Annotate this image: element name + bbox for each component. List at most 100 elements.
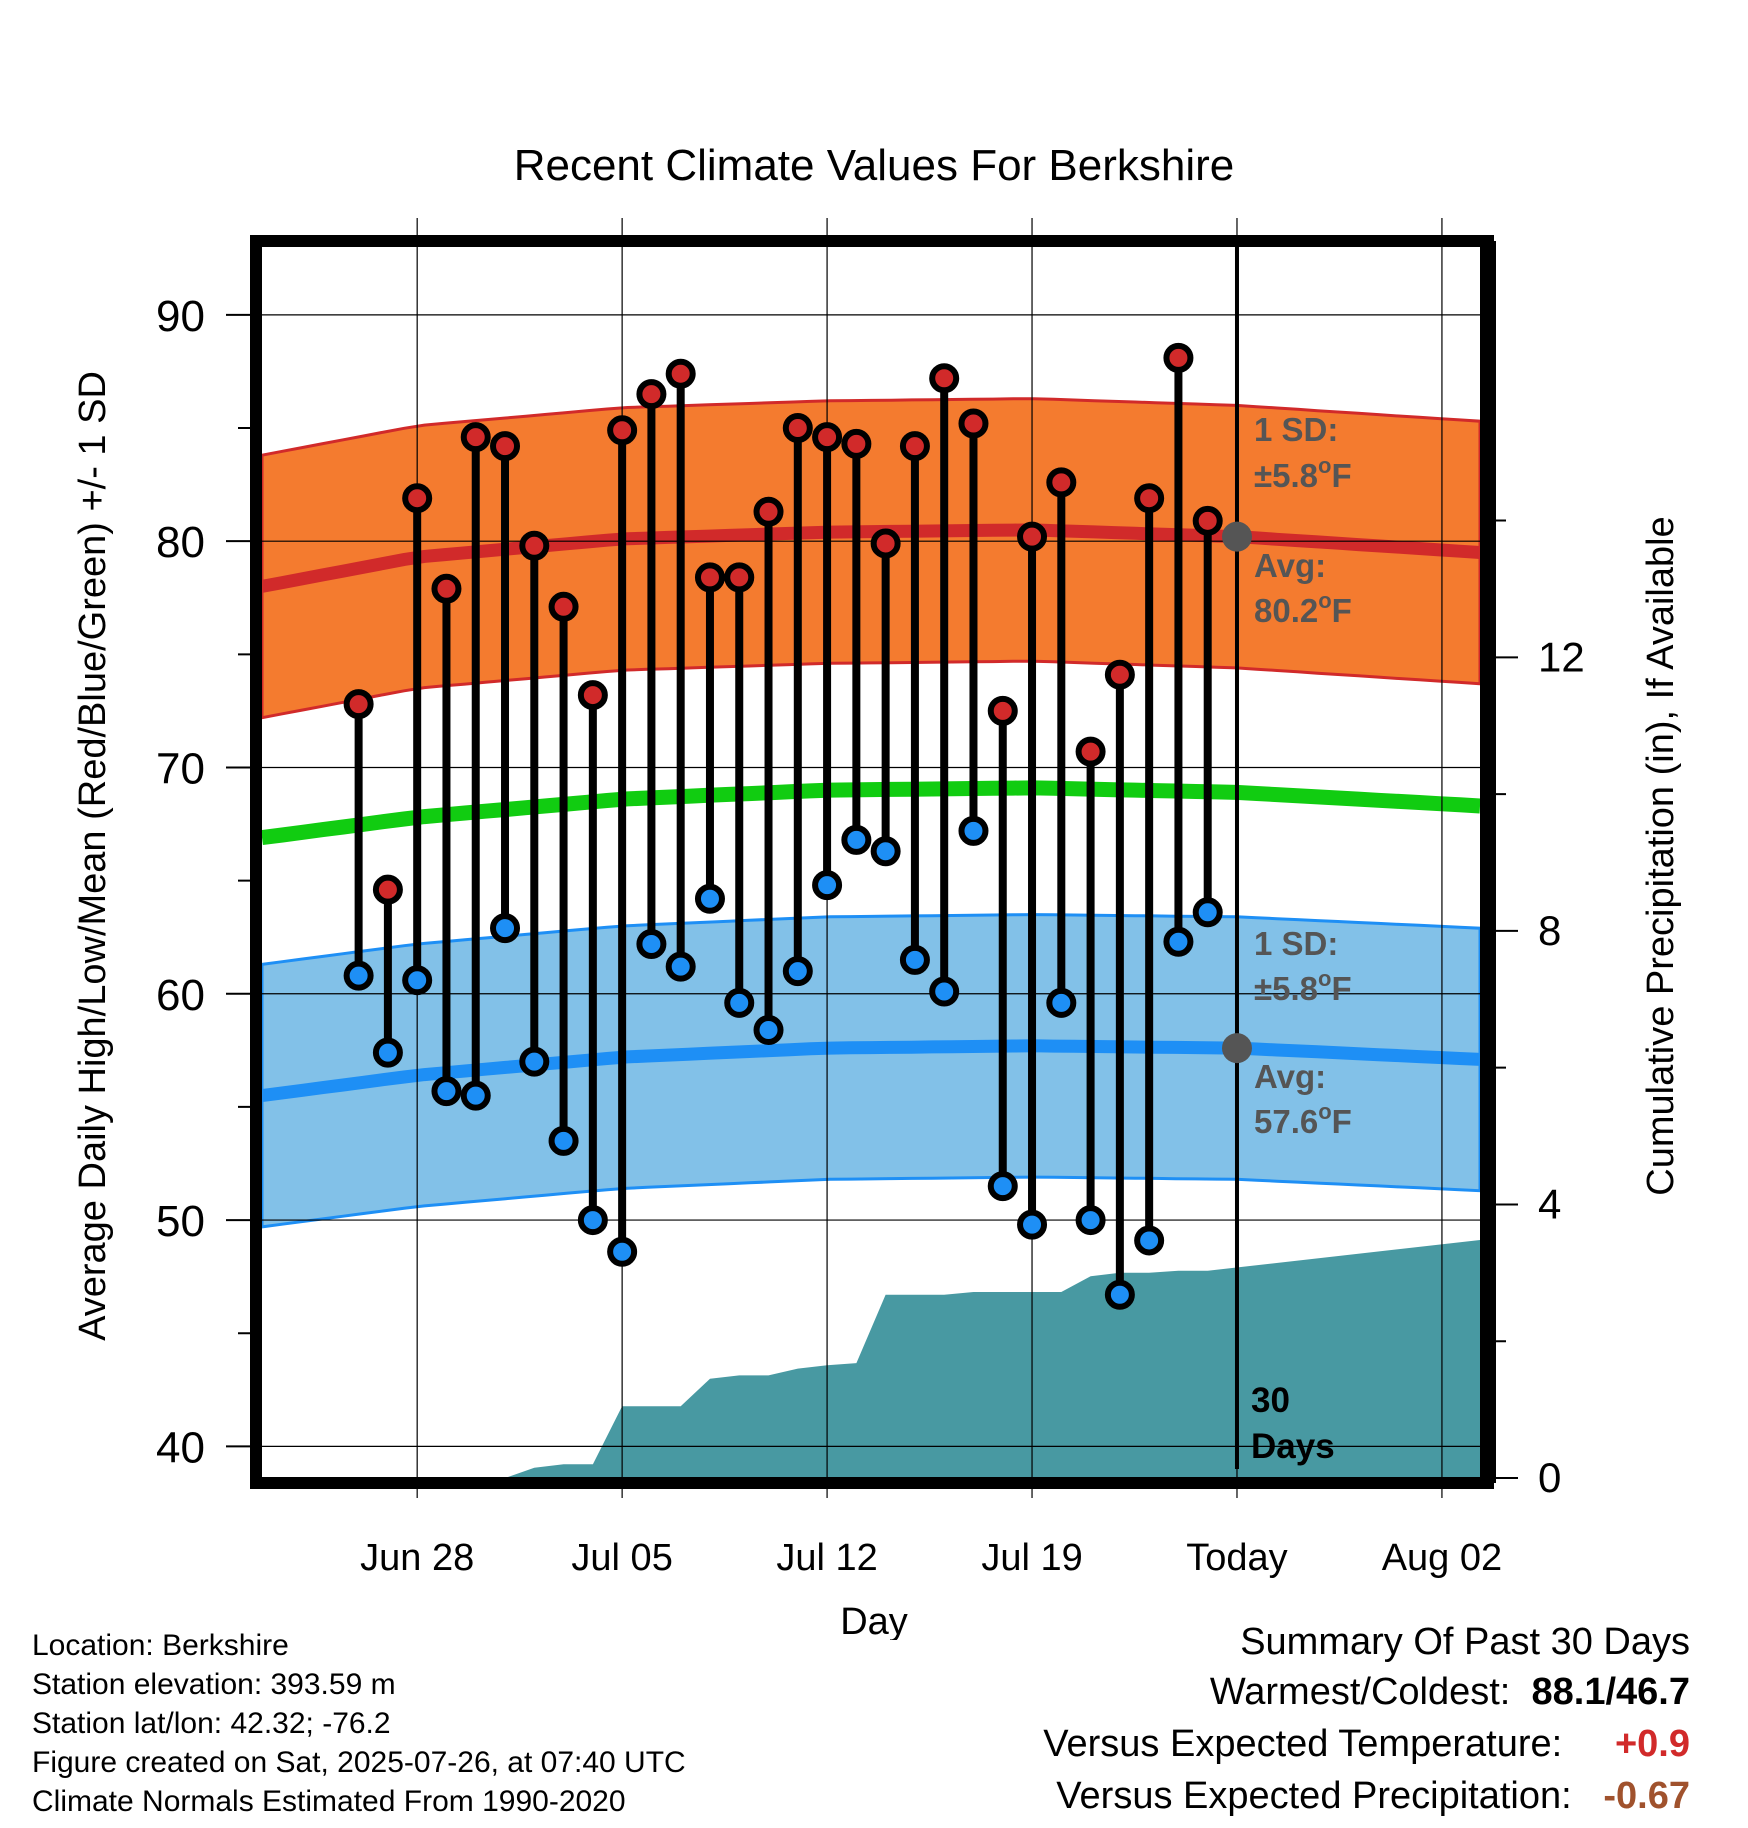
daily-low-point [665,951,696,982]
daily-low-point [372,1037,403,1068]
daily-low-point [899,944,930,975]
temp-vs-value: +0.9 [1614,1723,1690,1765]
daily-high-point [636,379,667,410]
y-tick-label: 90 [156,292,205,341]
y-tick-label: 40 [156,1423,205,1472]
low-sd-label: 1 SD: [1254,925,1338,962]
daily-high-point [607,415,638,446]
low-sd-value: ±5.8oF [1254,966,1352,1007]
daily-low-point [987,1171,1018,1202]
daily-high-point [665,358,696,389]
x-tick-label: Aug 02 [1382,1537,1502,1579]
daily-high-point [490,431,521,462]
temp-vs-label: Versus Expected Temperature: [1043,1723,1563,1765]
climate-chart: Recent Climate Values For Berkshire 1 SD… [72,141,1682,1640]
coldest-value: 46.7 [1616,1671,1690,1713]
x-tick-label: Jul 19 [981,1537,1082,1579]
precip-vs-label: Versus Expected Precipitation: [1056,1775,1572,1817]
x-tick-label: Jul 05 [571,1537,672,1579]
y2-tick-label: 12 [1538,633,1585,680]
high-avg-value: 80.2oF [1254,588,1352,629]
daily-low-point [636,928,667,959]
daily-low-point [1163,926,1194,957]
daily-high-point [1134,483,1165,514]
daily-low-point [402,965,433,996]
daily-high-point [870,528,901,559]
daily-low-point [812,870,843,901]
daily-high-point [724,562,755,593]
normal-low-line [261,1039,1481,1103]
daily-high-point [812,422,843,453]
period-number: 30 [1251,1381,1290,1420]
daily-low-point [724,987,755,1018]
y2-tick-label: 0 [1538,1454,1561,1501]
daily-low-point [958,815,989,846]
daily-low-point [577,1205,608,1236]
daily-high-point [519,530,550,561]
plot-layer: 1 SD: ±5.8oF Avg: 80.2oF 1 SD: ±5.8oF Avg: 57.6… [156,218,1585,1579]
daily-low-point [1046,987,1077,1018]
x-axis-label: Day [840,1601,908,1640]
daily-low-point [460,1080,491,1111]
daily-low-point [607,1236,638,1267]
high-sd-label: 1 SD: [1254,411,1338,448]
y2-axis-label: Cumulative Precipitation (in), If Availa… [1640,516,1682,1195]
daily-high-point [958,408,989,439]
summary-temp: Versus Expected Temperature: +0.9 [1043,1724,1690,1764]
created-text: Figure created on Sat, 2025-07-26, at 07… [32,1746,686,1779]
x-tick-label: Jun 28 [360,1537,474,1579]
latlon-text: Station lat/lon: 42.32; -76.2 [32,1707,391,1740]
daily-low-point [753,1014,784,1045]
today-low-avg-marker [1221,1033,1252,1064]
period-word: Days [1251,1427,1335,1466]
high-sd-value: ±5.8oF [1254,453,1352,494]
daily-high-point [343,689,374,720]
y2-tick-label: 4 [1538,1180,1561,1227]
today-high-avg-marker [1221,521,1252,552]
daily-low-point [1017,1209,1048,1240]
x-tick-label: Jul 12 [776,1537,877,1579]
daily-low-point [431,1076,462,1107]
daily-high-point [841,428,872,459]
daily-low-point [841,824,872,855]
warmest-value: 88.1 [1531,1671,1606,1713]
daily-high-point [929,363,960,394]
daily-high-point [1104,659,1135,690]
y-tick-label: 70 [156,744,205,793]
daily-high-point [753,496,784,527]
elevation-text: Station elevation: 393.59 m [32,1668,396,1701]
daily-low-point [1104,1279,1135,1310]
low-avg-value: 57.6oF [1254,1099,1352,1140]
warm-cold-separator: / [1605,1671,1617,1713]
daily-low-point [548,1125,579,1156]
chart-title: Recent Climate Values For Berkshire [514,141,1235,190]
daily-low-point [929,976,960,1007]
precip-vs-value: -0.67 [1603,1775,1690,1817]
daily-low-point [490,913,521,944]
daily-high-point [402,483,433,514]
daily-high-point [1017,521,1048,552]
daily-low-point [343,960,374,991]
daily-high-point [460,422,491,453]
y-tick-label: 50 [156,1197,205,1246]
y-tick-label: 80 [156,518,205,567]
daily-high-point [899,431,930,462]
daily-high-point [782,413,813,444]
precip-area [262,1240,1480,1478]
location-text: Location: Berkshire [32,1629,289,1662]
high-avg-label: Avg: [1254,547,1326,584]
daily-high-point [1046,467,1077,498]
daily-low-point [694,883,725,914]
daily-high-point [431,573,462,604]
x-tick-label: Today [1186,1537,1287,1579]
daily-high-point [1163,342,1194,373]
daily-high-point [694,562,725,593]
summary-warm-cold: Warmest/Coldest: 88.1/46.7 [1210,1672,1690,1712]
daily-high-point [577,680,608,711]
daily-high-point [987,695,1018,726]
daily-low-point [519,1046,550,1077]
normal-high-line [260,523,1481,593]
summary-precip: Versus Expected Precipitation: -0.67 [1056,1776,1690,1816]
low-avg-label: Avg: [1254,1058,1326,1095]
y-tick-label: 60 [156,971,205,1020]
